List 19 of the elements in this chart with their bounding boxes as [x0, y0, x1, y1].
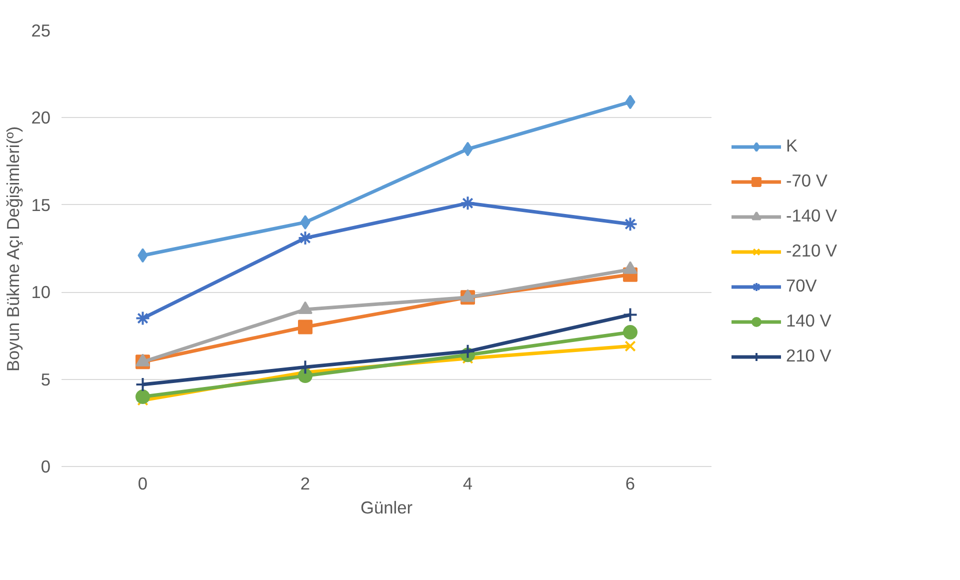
y-tick-label: 25	[31, 20, 51, 40]
legend-label: 210 V	[786, 346, 832, 366]
legend-label: K	[786, 136, 799, 156]
legend-label: -70 V	[786, 170, 828, 192]
legend-label: 140 V	[786, 310, 832, 332]
x-axis-title: Günler	[360, 498, 413, 518]
legend-label: -210 V	[786, 240, 838, 262]
y-tick-label: 20	[31, 108, 51, 128]
y-tick-label: 5	[40, 369, 51, 390]
x-tick-label: 6	[625, 474, 636, 494]
y-axis-title: Boyun Bükme Açı Değişimleri(º)	[3, 126, 24, 372]
y-tick-label: 10	[31, 282, 51, 302]
y-tick-label: 0	[40, 456, 51, 476]
legend-label: 70V	[786, 276, 817, 296]
x-tick-label: 0	[138, 474, 148, 494]
x-tick-label: 2	[300, 474, 310, 494]
legend-label: -140 V	[786, 206, 838, 226]
x-tick-label: 4	[462, 474, 473, 494]
y-tick-label: 15	[31, 194, 51, 215]
